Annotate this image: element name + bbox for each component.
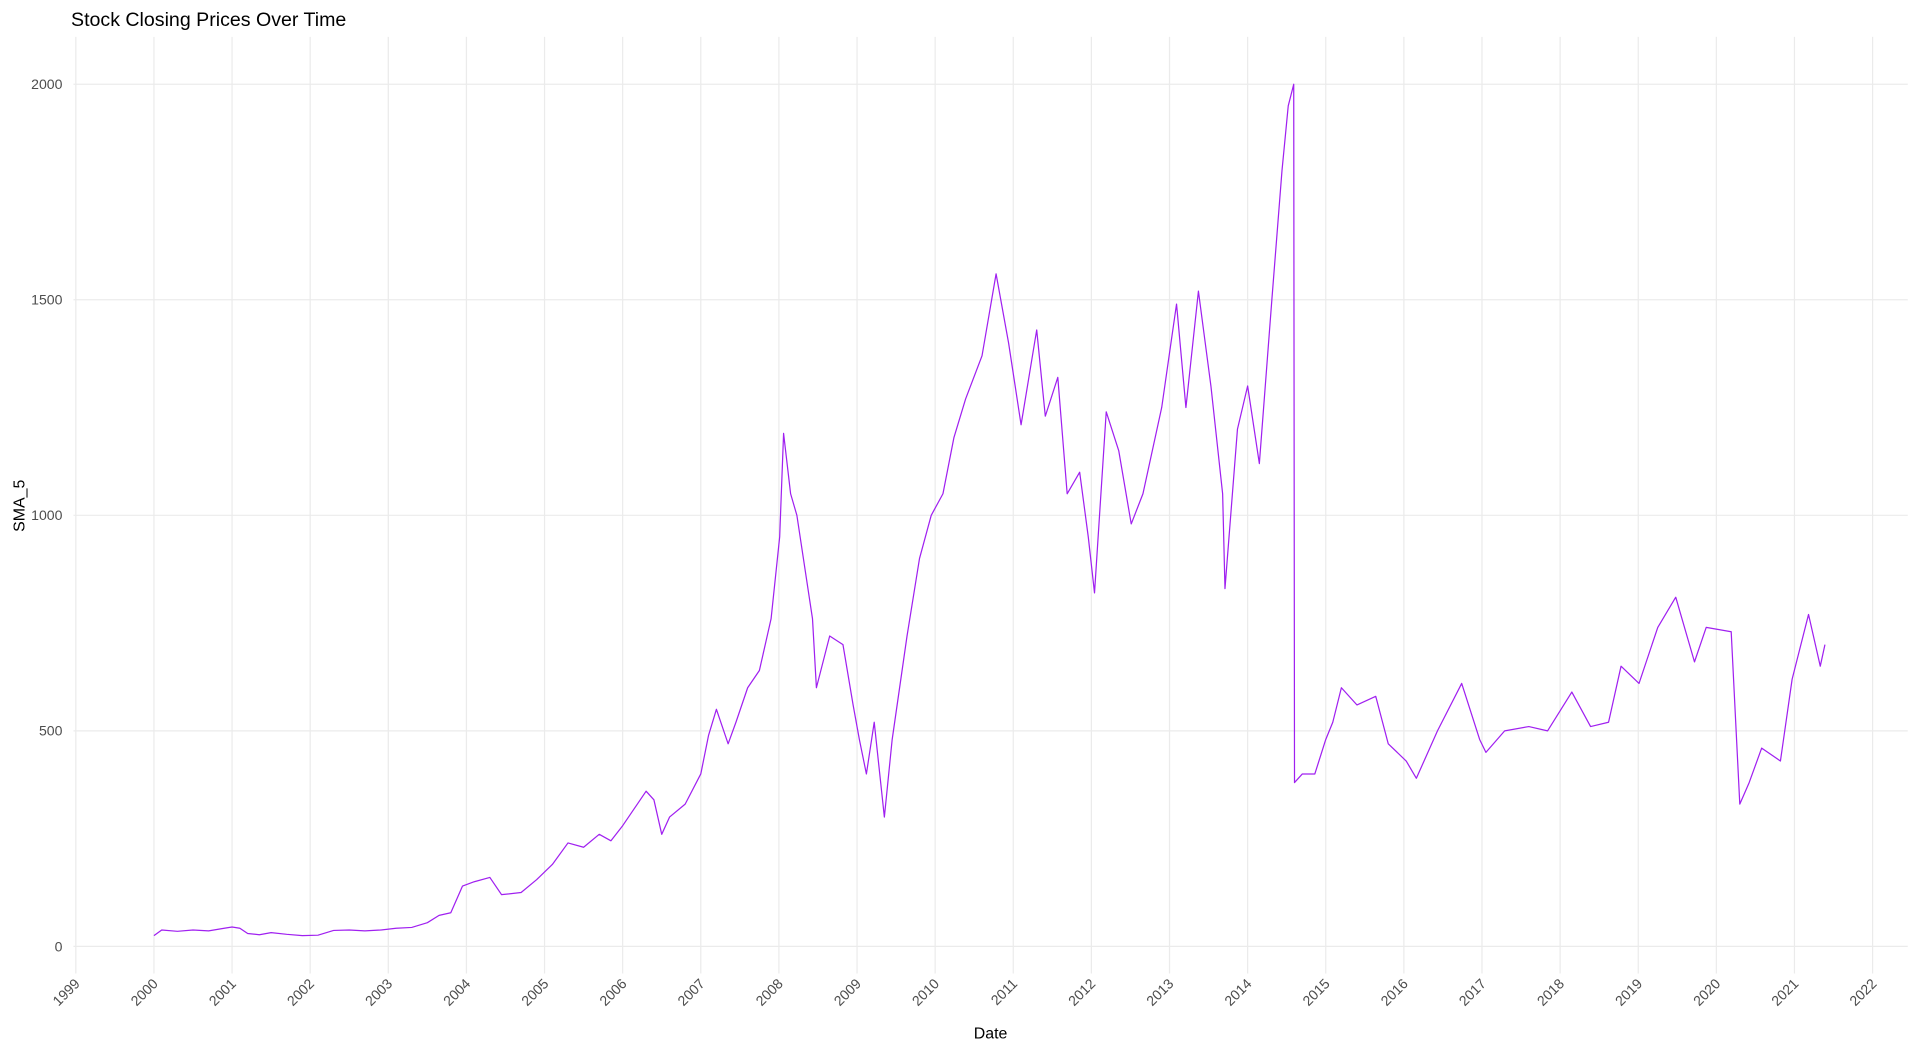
x-tick-label: 2005 <box>518 975 552 1009</box>
x-tick-label: 2007 <box>674 975 708 1009</box>
price-line <box>153 83 1826 937</box>
x-tick-label: 2011 <box>988 975 1021 1008</box>
y-axis-title: SMA_5 <box>11 480 28 532</box>
x-tick-label: 1999 <box>49 975 83 1009</box>
x-tick-label: 2020 <box>1690 975 1724 1009</box>
x-tick-label: 2019 <box>1612 975 1646 1009</box>
x-tick-label: 2009 <box>831 975 865 1009</box>
x-tick-label: 2022 <box>1846 975 1880 1009</box>
x-tick-label: 2000 <box>127 975 161 1009</box>
x-tick-label: 2016 <box>1377 975 1411 1009</box>
x-axis-title: Date <box>974 1025 1008 1042</box>
x-tick-label: 2001 <box>206 975 240 1009</box>
x-tick-label: 2004 <box>440 975 474 1009</box>
x-tick-label: 2002 <box>284 975 318 1009</box>
x-tick-label: 2014 <box>1221 975 1255 1009</box>
x-tick-label: 2017 <box>1456 975 1490 1009</box>
x-tick-label: 2012 <box>1065 975 1099 1009</box>
x-tick-label: 2013 <box>1143 975 1177 1009</box>
x-tick-label: 2010 <box>909 975 943 1009</box>
x-tick-label: 2015 <box>1299 975 1333 1009</box>
x-tick-label: 2018 <box>1534 975 1568 1009</box>
chart-title: Stock Closing Prices Over Time <box>71 9 346 31</box>
y-tick-label: 1000 <box>31 507 62 523</box>
x-tick-label: 2021 <box>1768 975 1802 1009</box>
y-tick-label: 2000 <box>31 76 62 92</box>
y-tick-label: 0 <box>55 938 63 954</box>
x-tick-label: 2008 <box>752 975 786 1009</box>
x-tick-label: 2006 <box>596 975 630 1009</box>
y-tick-label: 1500 <box>31 292 62 308</box>
x-tick-label: 2003 <box>362 975 396 1009</box>
y-tick-label: 500 <box>39 723 63 739</box>
